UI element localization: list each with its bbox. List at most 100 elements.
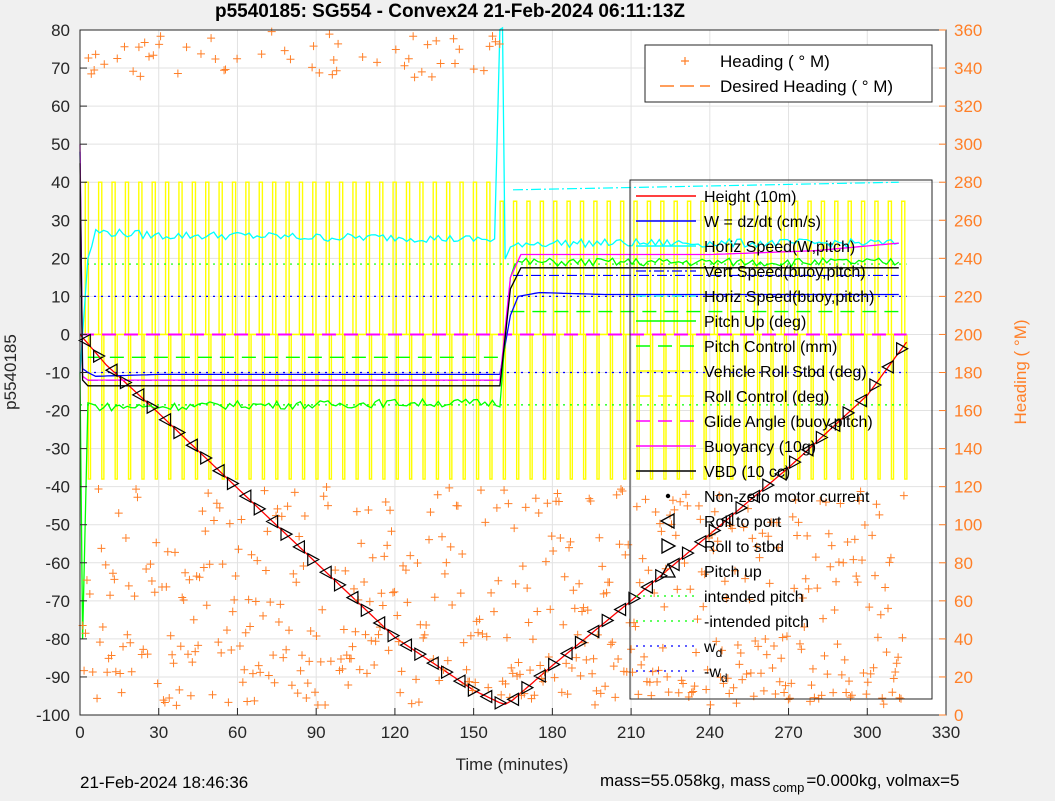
legend-main-label: Pitch Control (mm) (704, 339, 837, 356)
axis-ticks: 0 30 60 90 120 150 180 210 240 270 300 330807060504… (36, 21, 982, 742)
legend-main-label: Glide Angle (buoy,pitch) (704, 414, 873, 431)
series-line (79, 151, 899, 377)
legend-heading-label: Heading ( ° M) (720, 52, 830, 71)
footer-comp-subscript: comp (772, 780, 805, 795)
y-tick-label: 10 (51, 287, 70, 306)
legend-main-label: W = dz/dt (cm/s) (704, 214, 821, 231)
y-tick-label: -70 (45, 592, 70, 611)
x-tick-label: 60 (228, 723, 247, 742)
legend-main-label: VBD (10 cc) (704, 464, 790, 481)
y-tick-label: -20 (45, 402, 70, 421)
legend-main-label: Horiz Speed(W,pitch) (704, 239, 855, 256)
y2-tick-label: 120 (954, 478, 982, 497)
legend-main-label: Non-zero motor current (704, 489, 870, 506)
y2-tick-label: 100 (954, 516, 982, 535)
legend-main: Height (10m) W = dz/dt (cm/s) Horiz Speed(… (629, 179, 933, 700)
x-tick-label: 150 (459, 723, 487, 742)
footer-timestamp: 21-Feb-2024 18:46:36 (80, 773, 249, 792)
x-tick-label: 240 (696, 723, 724, 742)
y-tick-label: -100 (36, 706, 70, 725)
y2-tick-label: 220 (954, 287, 982, 306)
legend-main-label: Roll Control (deg) (704, 389, 829, 406)
y2-tick-label: 20 (954, 668, 973, 687)
heading-markers (78, 27, 908, 710)
legend-tri-left-marker (659, 512, 675, 530)
y2-tick-label: 320 (954, 97, 982, 116)
x-tick-label: 120 (381, 723, 409, 742)
x-tick-label: 330 (932, 723, 960, 742)
y2-tick-label: 240 (954, 249, 982, 268)
y-tick-label: -40 (45, 478, 70, 497)
y2-tick-label: 160 (954, 402, 982, 421)
x-tick-label: 210 (617, 723, 645, 742)
legend-main-label: Height (10m) (704, 189, 796, 206)
y-tick-label: -60 (45, 554, 70, 573)
footer-mass: mass=55.058kg, mass comp =0.000kg, volmax=… (600, 771, 960, 795)
y2-tick-label: 280 (954, 173, 982, 192)
legend-main-label: Buoyancy (10g) (704, 439, 816, 456)
legend-main-label: Roll to port (704, 514, 782, 531)
legend-main-label: Vehicle Roll Stbd (deg) (704, 364, 867, 381)
legend-heading-label: Desired Heading ( ° M) (720, 77, 893, 96)
y2-tick-label: 360 (954, 21, 982, 40)
y-tick-label: 50 (51, 135, 70, 154)
y-tick-label: 30 (51, 211, 70, 230)
legend-dot-marker (665, 493, 671, 499)
roll-series (84, 181, 908, 480)
y-tick-label: -90 (45, 668, 70, 687)
y-tick-label: -80 (45, 630, 70, 649)
legend-heading-marker (681, 57, 689, 65)
y-tick-label: 60 (51, 97, 70, 116)
y2-tick-label: 80 (954, 554, 973, 573)
legend-heading: Heading ( ° M) Desired Heading ( ° M) (644, 44, 933, 103)
y-tick-label: 70 (51, 59, 70, 78)
y2-tick-label: 340 (954, 59, 982, 78)
x-tick-label: 90 (307, 723, 326, 742)
y2-tick-label: 260 (954, 211, 982, 230)
x-tick-label: 30 (149, 723, 168, 742)
y-tick-label: -10 (45, 364, 70, 383)
x-axis-label: Time (minutes) (456, 755, 569, 774)
y-tick-label: -30 (45, 440, 70, 459)
y2-axis-label: Heading ( °M) (1011, 319, 1030, 424)
x-tick-label: 0 (75, 723, 84, 742)
y2-tick-label: 200 (954, 325, 982, 344)
y-tick-label: 40 (51, 173, 70, 192)
legend-subscript: d (721, 671, 728, 685)
y2-tick-label: 300 (954, 135, 982, 154)
legend-main-label: Vert Speed(buoy,pitch) (704, 264, 866, 281)
chart-title: p5540185: SG554 - Convex24 21-Feb-2024 0… (215, 1, 685, 22)
y2-tick-label: 60 (954, 592, 973, 611)
footer-volmax-label: =0.000kg, volmax=5 (806, 771, 960, 790)
y-tick-label: 20 (51, 249, 70, 268)
series-line (79, 256, 900, 639)
roll-triangle-markers (77, 333, 909, 710)
legend-tri-up-marker (659, 562, 677, 578)
y-tick-label: -50 (45, 516, 70, 535)
legend-main-label: Horiz Speed(buoy,pitch) (704, 289, 874, 306)
legend-heading-box (644, 44, 933, 103)
x-tick-label: 180 (538, 723, 566, 742)
y2-tick-label: 0 (954, 706, 963, 725)
plot-series (77, 26, 909, 710)
y-tick-label: 80 (51, 21, 70, 40)
y2-tick-label: 180 (954, 364, 982, 383)
legend-subscript: d (716, 646, 723, 660)
x-tick-label: 270 (774, 723, 802, 742)
legend-main-label: Roll to stbd (704, 539, 784, 556)
series-line (79, 26, 899, 373)
legend-main-label: intended pitch (704, 589, 804, 606)
x-tick-label: 300 (853, 723, 881, 742)
series-line (79, 144, 899, 381)
y-axis-label: p5540185 (1, 334, 20, 410)
legend-main-label: -intended pitch (704, 614, 809, 631)
y2-tick-label: 140 (954, 440, 982, 459)
series-line (79, 333, 908, 705)
pitch-control-series (87, 310, 899, 358)
series-line (79, 163, 899, 387)
y-tick-label: 0 (61, 325, 70, 344)
legend-main-label: Pitch Up (deg) (704, 314, 806, 331)
legend-tri-right-marker (661, 537, 677, 555)
legend-main-box (629, 179, 933, 700)
